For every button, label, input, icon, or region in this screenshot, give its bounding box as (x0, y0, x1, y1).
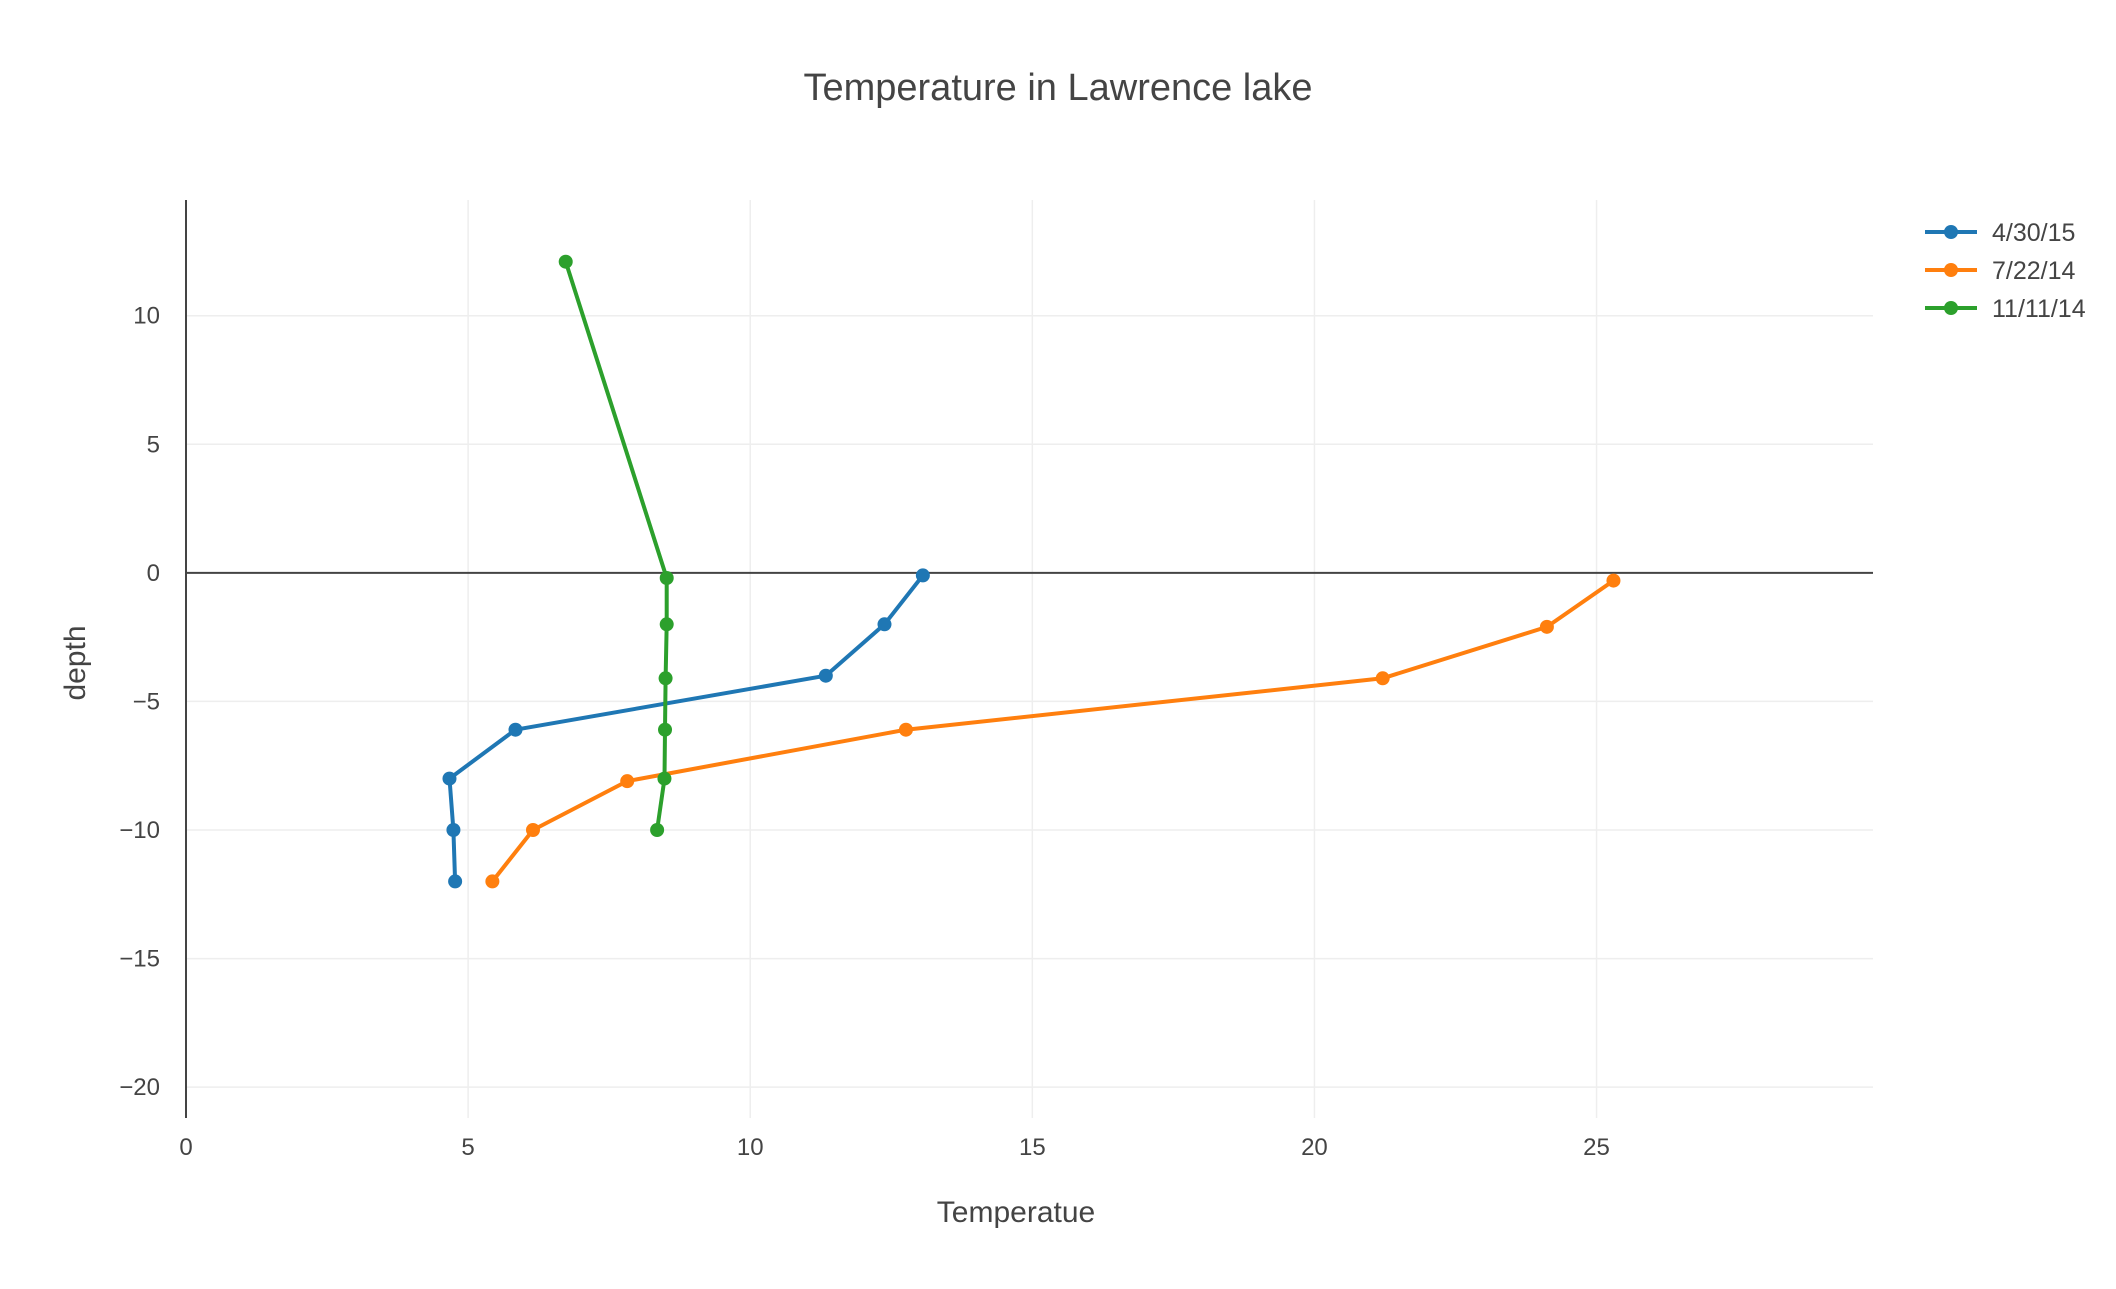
data-point[interactable] (818, 668, 833, 683)
y-tick-label: −20 (119, 1074, 160, 1101)
legend-label: 4/30/15 (1992, 219, 2075, 247)
data-point[interactable] (658, 722, 673, 737)
x-tick-label: 5 (461, 1134, 474, 1161)
x-tick-label: 25 (1583, 1134, 1610, 1161)
x-tick-label: 10 (737, 1134, 764, 1161)
data-point[interactable] (898, 722, 913, 737)
chart-title: Temperature in Lawrence lake (803, 67, 1312, 109)
data-point[interactable] (658, 671, 673, 686)
x-tick-label: 20 (1301, 1134, 1328, 1161)
axes: 0 5 10 15 20 25 10 5 0 −5 −10 −15 −20 (119, 200, 1873, 1161)
series-layer (442, 254, 1621, 889)
data-point[interactable] (1539, 619, 1554, 634)
series-1[interactable] (485, 573, 1621, 889)
x-tick-label: 15 (1019, 1134, 1046, 1161)
data-point[interactable] (448, 874, 463, 889)
data-point[interactable] (558, 254, 573, 269)
legend-item[interactable]: 11/11/14 (1925, 295, 2086, 323)
legend-item[interactable]: 4/30/15 (1925, 219, 2075, 247)
legend[interactable]: 4/30/15 7/22/14 11/11/14 (1925, 219, 2086, 323)
y-tick-label: 0 (147, 560, 160, 587)
y-tick-label: −10 (119, 817, 160, 844)
legend-label: 7/22/14 (1992, 257, 2076, 285)
data-point[interactable] (446, 823, 461, 837)
data-point[interactable] (485, 874, 500, 889)
grid (186, 200, 1873, 1118)
data-point[interactable] (1606, 573, 1621, 588)
data-point[interactable] (620, 774, 635, 789)
series-0[interactable] (442, 568, 930, 889)
data-point[interactable] (508, 722, 523, 737)
y-axis-title: depth (59, 625, 92, 700)
data-point[interactable] (525, 823, 540, 837)
y-tick-label: 10 (133, 303, 160, 330)
data-point[interactable] (915, 568, 930, 583)
y-tick-label: −5 (133, 688, 160, 715)
data-point[interactable] (659, 617, 674, 632)
legend-label: 11/11/14 (1992, 295, 2086, 323)
legend-item[interactable]: 7/22/14 (1925, 257, 2076, 285)
legend-swatch-marker (1944, 263, 1958, 277)
data-point[interactable] (659, 571, 674, 585)
legend-swatch-marker (1944, 225, 1958, 239)
data-point[interactable] (442, 771, 457, 786)
series-2[interactable] (558, 254, 674, 837)
x-tick-label: 0 (179, 1134, 192, 1161)
data-point[interactable] (1375, 671, 1390, 686)
data-point[interactable] (650, 823, 665, 837)
legend-swatch-marker (1944, 301, 1958, 315)
y-tick-label: −15 (119, 946, 160, 973)
y-tick-label: 5 (147, 431, 160, 458)
data-point[interactable] (657, 771, 672, 786)
series-line[interactable] (563, 259, 669, 832)
data-point[interactable] (877, 617, 892, 632)
x-axis-title: Temperatue (937, 1196, 1095, 1229)
